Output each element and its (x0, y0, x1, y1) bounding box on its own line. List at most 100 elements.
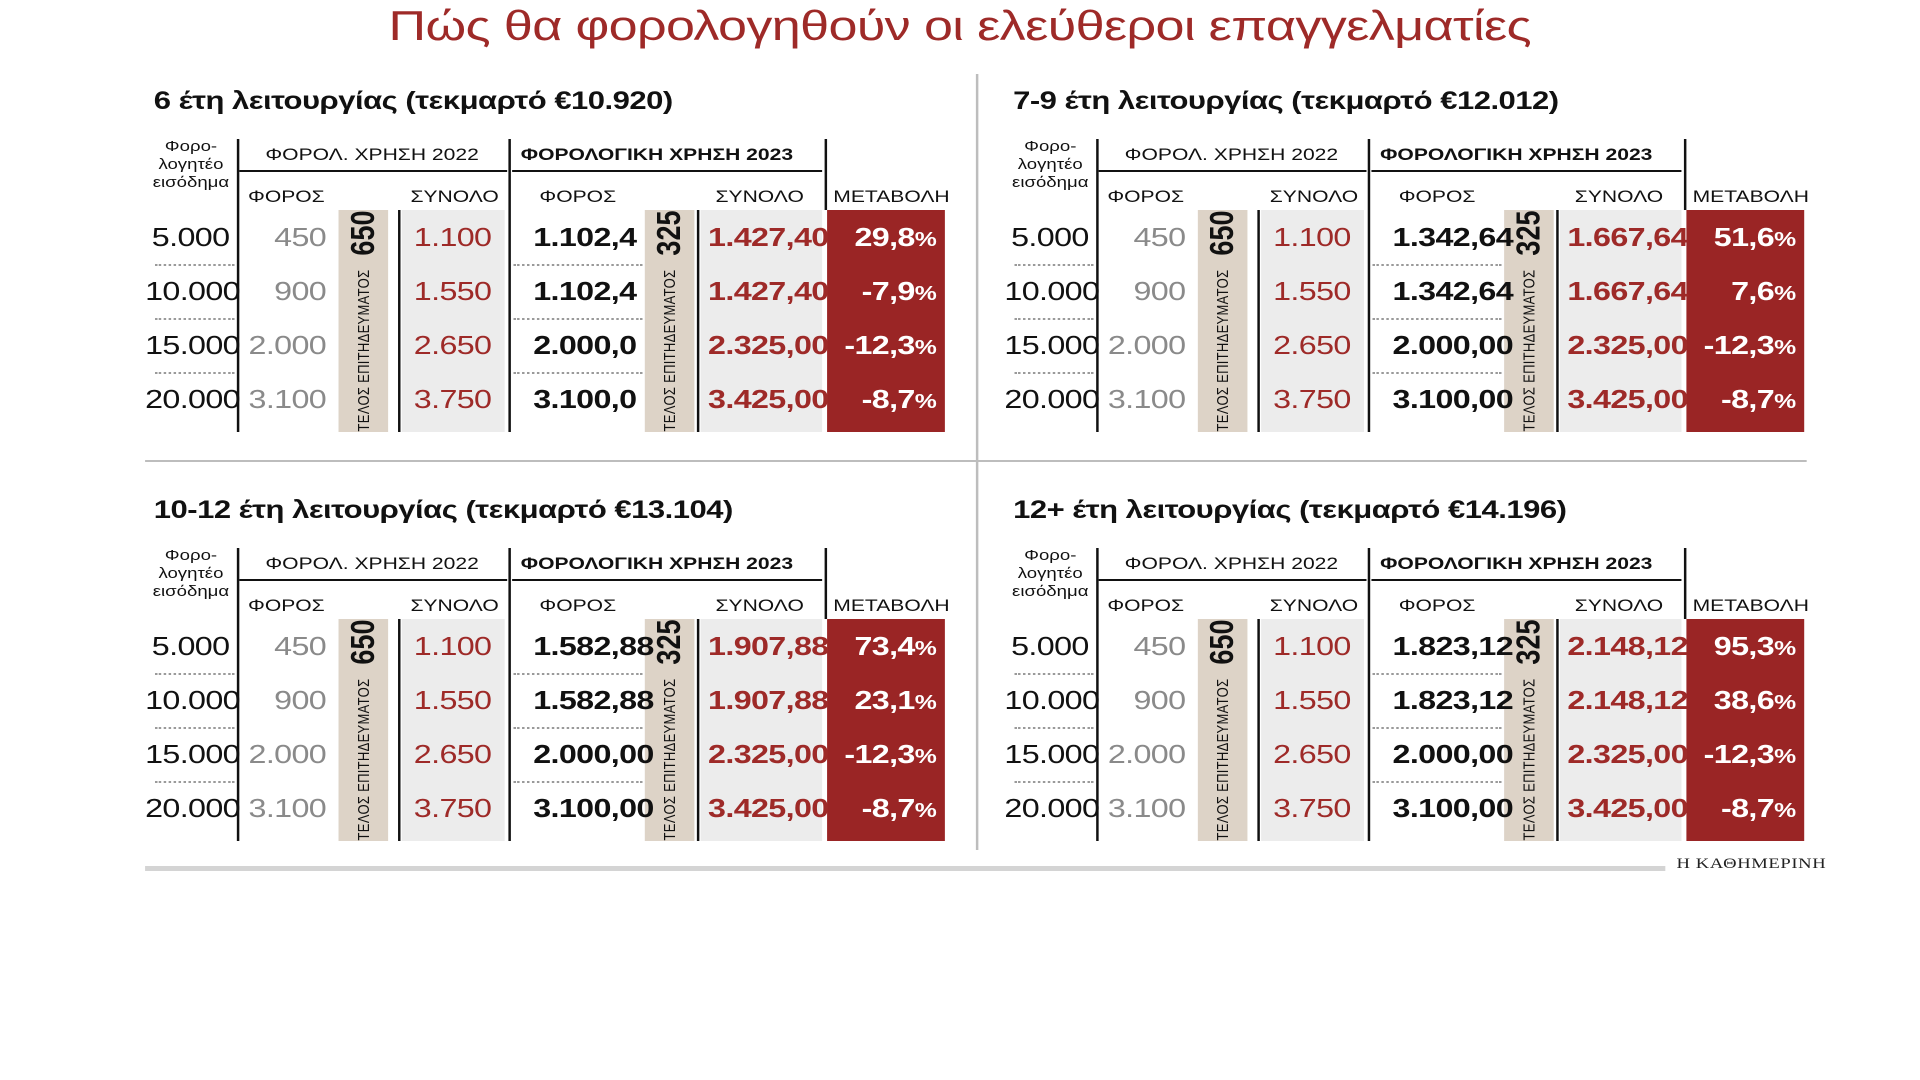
fee-value-2022: 650 (1203, 619, 1241, 665)
group-header-2022: ΦΟΡΟΛ. ΧΡΗΣΗ 2022 (265, 554, 479, 573)
table-title: 7-9 έτη λειτουργίας (τεκμαρτό €12.012) (1013, 87, 1559, 115)
total-2023-value: 3.425,00 (708, 793, 829, 823)
tax-2022-value: 450 (274, 631, 327, 661)
income-header: Φορο-λογητέο εισόδημα (145, 547, 237, 601)
income-header-line: εισόδημα (1012, 583, 1089, 600)
tax-2023-value: 3.100,00 (1392, 384, 1514, 414)
publisher-credit: Η ΚΑΘΗΜΕΡΙΝΗ (1676, 856, 1827, 872)
rule-2023-total (696, 210, 700, 432)
change-cell: 51,6% (1686, 210, 1796, 264)
income-value: 20.000 (145, 793, 241, 823)
tax-2023-value: 3.100,0 (533, 384, 637, 414)
total-2023-value: 3.425,00 (708, 384, 829, 414)
change-cell: -7,9% (827, 264, 937, 318)
income-value: 5.000 (1011, 222, 1089, 252)
fee-value-2023: 325 (650, 619, 688, 665)
percent-sign: % (1774, 229, 1796, 251)
group-underline-2022 (239, 170, 508, 172)
fee-label: ΤΕΛΟΣ ΕΠΙΤΗΔΕΥΜΑΤΟΣ (1213, 269, 1232, 432)
row-separator-2023 (513, 372, 643, 374)
change-cell: 29,8% (827, 210, 936, 264)
income-value: 5.000 (1011, 631, 1089, 661)
income-header-line: λογητέο (1017, 156, 1083, 173)
percent-sign: % (914, 283, 937, 305)
income-value: 15.000 (1004, 739, 1100, 769)
change-value: -8,7 (861, 793, 916, 823)
income-value: 10.000 (145, 685, 241, 715)
row-separator-2023 (513, 781, 643, 783)
rule-2023-total (1556, 210, 1559, 432)
total-2022-value: 1.550 (413, 276, 492, 306)
total-2022-value: 3.750 (1273, 384, 1351, 414)
group-header-2022: ΦΟΡΟΛ. ΧΡΗΣΗ 2022 (1124, 554, 1339, 573)
band-change (827, 210, 945, 432)
rule-2023 (508, 548, 511, 841)
fee-2022: ΤΕΛΟΣ ΕΠΙΤΗΔΕΥΜΑΤΟΣ 650 (344, 161, 382, 481)
row-separator-income (155, 781, 235, 783)
tax-2022-value: 2.000 (248, 330, 327, 360)
percent-sign: % (914, 391, 937, 413)
change-value: 51,6 (1713, 222, 1775, 252)
infographic-title: Πώς θα φορολογηθούν οι ελεύθεροι επαγγελ… (388, 2, 1532, 49)
header-total-2022: ΣΥΝΟΛΟ (1269, 187, 1359, 206)
total-2022-value: 1.550 (1273, 276, 1351, 306)
rule-change (1683, 139, 1687, 210)
total-2022-value: 3.750 (1273, 793, 1351, 823)
fee-band-2022: ΤΕΛΟΣ ΕΠΙΤΗΔΕΥΜΑΤΟΣ 650 (1197, 619, 1248, 841)
change-cell: 7,6% (1686, 264, 1796, 318)
band-total-2023 (1559, 210, 1682, 432)
income-value: 15.000 (1004, 330, 1100, 360)
horizontal-divider (145, 460, 1807, 462)
income-value: 10.000 (1004, 276, 1100, 306)
fee-label: ΤΕΛΟΣ ΕΠΙΤΗΔΕΥΜΑΤΟΣ (1213, 678, 1232, 841)
row-separator-2023 (1372, 372, 1502, 374)
tax-2022-value: 900 (274, 685, 327, 715)
group-header-2023: ΦΟΡΟΛΟΓΙΚΗ ΧΡΗΣΗ 2023 (1380, 145, 1653, 164)
band-total-2023 (700, 619, 823, 841)
change-value: 23,1 (854, 685, 915, 715)
header-tax-2022: ΦΟΡΟΣ (1107, 187, 1185, 206)
tax-2022-value: 2.000 (1107, 330, 1186, 360)
change-cell: -12,3% (827, 318, 936, 372)
change-cell: -8,7% (1686, 781, 1796, 835)
change-cell: -8,7% (1686, 372, 1796, 426)
fee-band-2022: ΤΕΛΟΣ ΕΠΙΤΗΔΕΥΜΑΤΟΣ 650 (1197, 210, 1248, 432)
change-cell: -8,7% (827, 781, 937, 835)
fee-band-2023: ΤΕΛΟΣ ΕΠΙΤΗΔΕΥΜΑΤΟΣ 325 (1504, 210, 1554, 432)
vertical-divider-top (975, 74, 979, 462)
percent-sign: % (1774, 391, 1796, 413)
fee-2022: ΤΕΛΟΣ ΕΠΙΤΗΔΕΥΜΑΤΟΣ 650 (1203, 161, 1241, 481)
income-header: Φορο-λογητέο εισόδημα (1004, 547, 1096, 601)
header-total-2022: ΣΥΝΟΛΟ (410, 187, 499, 206)
percent-sign: % (1774, 283, 1796, 305)
rule-2023 (508, 139, 511, 432)
header-tax-2023: ΦΟΡΟΣ (1398, 596, 1476, 615)
group-header-2023: ΦΟΡΟΛΟΓΙΚΗ ΧΡΗΣΗ 2023 (1380, 554, 1653, 573)
rule-income (236, 548, 240, 841)
change-value: -8,7 (1720, 384, 1775, 414)
band-total-2022 (401, 210, 505, 432)
income-header-line: λογητέο (158, 156, 224, 173)
row-separator-2023 (513, 264, 643, 266)
total-2023-value: 2.325,00 (1567, 330, 1688, 360)
tax-2022-value: 3.100 (1107, 384, 1186, 414)
total-2023-value: 2.325,00 (708, 330, 829, 360)
row-separator-income (1014, 673, 1094, 675)
income-header-line: εισόδημα (152, 583, 230, 600)
fee-2023: ΤΕΛΟΣ ΕΠΙΤΗΔΕΥΜΑΤΟΣ 325 (650, 570, 688, 890)
header-tax-2022: ΦΟΡΟΣ (248, 596, 325, 615)
header-change: ΜΕΤΑΒΟΛΗ (1692, 187, 1809, 206)
row-separator-income (1014, 264, 1094, 266)
group-underline-2022 (1098, 579, 1367, 581)
percent-sign: % (1774, 337, 1796, 359)
tax-2022-value: 2.000 (1107, 739, 1186, 769)
income-value: 15.000 (145, 739, 241, 769)
rule-2023 (1367, 139, 1371, 432)
fee-value-2023: 325 (1509, 210, 1547, 256)
tax-2023-value: 1.823,12 (1392, 631, 1514, 661)
total-2023-value: 1.427,40 (708, 276, 829, 306)
percent-sign: % (914, 746, 937, 768)
tax-2023-value: 2.000,00 (1392, 330, 1514, 360)
total-2022-value: 3.750 (413, 384, 492, 414)
tax-2023-value: 1.342,64 (1392, 276, 1514, 306)
